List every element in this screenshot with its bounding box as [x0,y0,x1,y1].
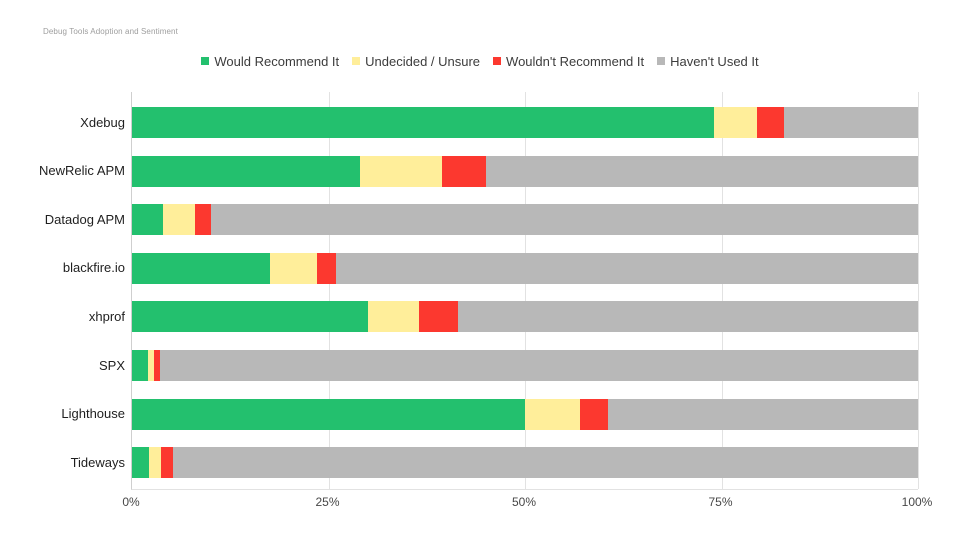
category-label-xhprof: xhprof [88,308,125,324]
category-label-newrelic-apm: NewRelic APM [39,163,125,179]
gridline [918,92,919,489]
x-tick-label: 50% [511,495,537,509]
x-tick-label: 0% [122,495,140,509]
bar-segment-wouldn-t-recommend-it [580,398,608,430]
bar-segment-would-recommend-it [132,447,149,479]
plot-area [131,92,919,490]
bar-segment-haven-t-used-it [159,350,918,381]
bar-segment-haven-t-used-it [172,447,918,479]
legend-item-would-recommend-it: Would Recommend It [201,54,339,69]
legend: Would Recommend It Undecided / Unsure Woul… [0,53,960,69]
bar-segment-would-recommend-it [132,301,368,333]
bar-segment-wouldn-t-recommend-it [316,252,337,284]
bar-segment-haven-t-used-it [458,301,918,333]
bar-segment-would-recommend-it [132,252,270,284]
gridline [328,92,330,489]
legend-swatch-icon [493,57,502,65]
bar-segment-wouldn-t-recommend-it [442,155,486,187]
bar-row-xdebug [132,107,918,138]
legend-item-wouldn-t-recommend-it: Wouldn't Recommend It [493,54,644,69]
legend-label: Wouldn't Recommend It [506,53,645,69]
bar-segment-would-recommend-it [132,107,714,138]
bar-segment-wouldn-t-recommend-it [418,301,459,333]
x-tick-label: 100% [901,495,933,509]
legend-item-undecided-unsure: Undecided / Unsure [352,54,480,69]
bar-segment-haven-t-used-it [210,204,918,236]
gridline [721,92,723,489]
legend-item-haven-t-used-it: Haven't Used It [657,53,759,69]
bar-row-lighthouse [132,398,918,430]
category-label-datadog-apm: Datadog APM [44,211,125,227]
legend-swatch-icon [352,57,361,65]
bar-row-blackfire-io [132,252,918,284]
category-label-lighthouse: Lighthouse [61,406,125,422]
bar-segment-undecided-unsure [713,107,757,138]
bar-segment-would-recommend-it [132,398,525,430]
legend-label: Undecided / Unsure [365,53,481,69]
bar-segment-wouldn-t-recommend-it [154,350,160,381]
bar-segment-haven-t-used-it [607,398,918,430]
bar-segment-undecided-unsure [525,398,581,430]
legend-label: Haven't Used It [670,53,759,69]
bar-row-tideways [132,447,918,479]
bar-segment-wouldn-t-recommend-it [194,204,211,236]
bar-row-spx [132,350,918,381]
gridline [525,92,526,489]
bar-segment-haven-t-used-it [784,107,918,138]
bar-row-xhprof [132,301,918,333]
bar-segment-undecided-unsure [269,252,317,284]
bar-row-newrelic-apm [132,155,918,187]
bar-segment-wouldn-t-recommend-it [161,447,173,479]
bar-segment-undecided-unsure [148,447,162,479]
bar-segment-undecided-unsure [359,155,443,187]
legend-swatch-icon [201,57,210,65]
x-tick-label: 75% [708,495,733,509]
bar-segment-would-recommend-it [132,204,164,236]
chart-title: Debug Tools Adoption and Sentiment [43,27,178,36]
legend-swatch-icon [657,57,666,65]
bar-segment-undecided-unsure [367,301,419,333]
bar-segment-undecided-unsure [163,204,195,236]
category-label-xdebug: Xdebug [80,114,125,130]
bar-row-datadog-apm [132,204,918,236]
bar-segment-haven-t-used-it [336,252,918,284]
bar-segment-haven-t-used-it [485,155,918,187]
bar-segment-would-recommend-it [132,350,148,381]
bar-segment-undecided-unsure [147,350,154,381]
legend-label: Would Recommend It [214,53,340,69]
bar-segment-would-recommend-it [132,155,360,187]
category-label-tideways: Tideways [70,454,125,470]
category-label-spx: SPX [98,357,125,373]
bar-segment-wouldn-t-recommend-it [756,107,785,138]
x-tick-label: 25% [315,495,340,509]
category-label-blackfire-io: blackfire.io [62,260,125,276]
